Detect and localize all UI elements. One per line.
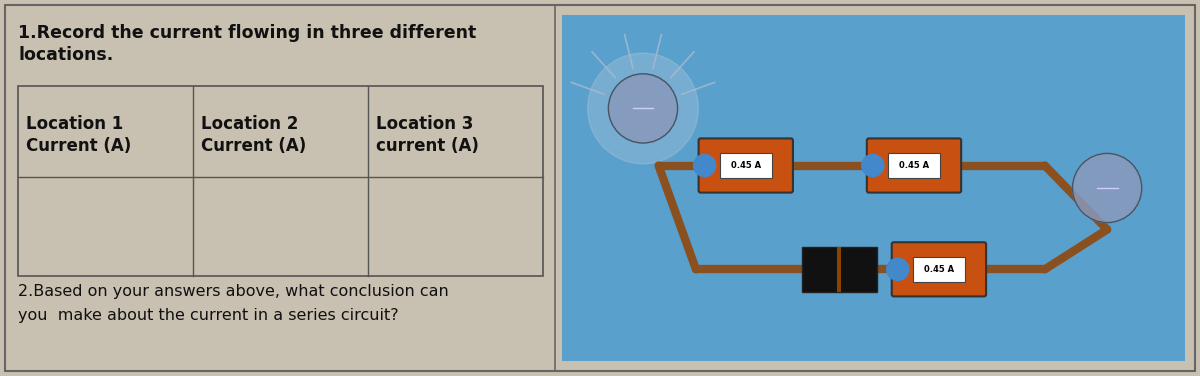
Circle shape [862,155,884,177]
Bar [888,153,940,178]
Bar [838,247,841,292]
FancyBboxPatch shape [892,242,986,296]
Text: current (A): current (A) [376,136,479,155]
Text: Location 1: Location 1 [26,115,124,133]
Text: 1.Record the current flowing in three different: 1.Record the current flowing in three di… [18,24,476,42]
Circle shape [1073,153,1141,223]
Bar [802,247,877,292]
Text: 0.45 A: 0.45 A [924,265,954,274]
Text: 2.Based on your answers above, what conclusion can: 2.Based on your answers above, what conc… [18,284,449,299]
Bar [913,257,965,282]
Text: Current (A): Current (A) [26,136,131,155]
FancyBboxPatch shape [698,138,793,193]
Circle shape [694,155,715,177]
Circle shape [588,53,698,164]
Bar [562,15,1186,361]
Text: Current (A): Current (A) [202,136,306,155]
Text: 0.45 A: 0.45 A [899,161,929,170]
Text: Location 3: Location 3 [376,115,473,133]
Text: locations.: locations. [18,46,113,64]
Circle shape [887,258,908,280]
Circle shape [608,74,678,143]
Text: you  make about the current in a series circuit?: you make about the current in a series c… [18,308,398,323]
Text: Location 2: Location 2 [202,115,299,133]
Text: 0.45 A: 0.45 A [731,161,761,170]
FancyBboxPatch shape [866,138,961,193]
Bar [720,153,772,178]
Bar [18,86,542,276]
